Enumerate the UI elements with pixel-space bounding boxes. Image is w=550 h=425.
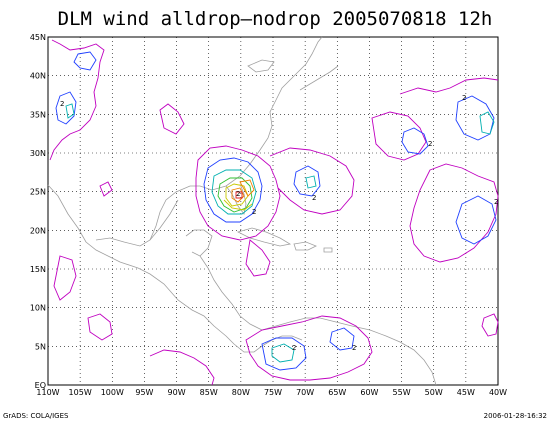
- contour-label: 2: [292, 344, 296, 352]
- latitude-tick-label: 15N: [30, 265, 46, 274]
- longitude-tick-label: 110W: [36, 388, 59, 397]
- contour-blue: [203, 157, 263, 223]
- contour-blue: [455, 195, 497, 245]
- contour-label: 2: [462, 94, 466, 102]
- contour-magenta: [269, 147, 355, 215]
- longitude-tick-label: 75W: [264, 388, 282, 397]
- longitude-tick-label: 70W: [296, 388, 314, 397]
- contour-magenta: [87, 313, 113, 341]
- latitude-tick-label: 30N: [30, 149, 46, 158]
- longitude-tick-label: 85W: [200, 388, 218, 397]
- contour-magenta: [49, 39, 105, 161]
- contour-yellow: [225, 183, 249, 207]
- contour-cyan: [211, 169, 257, 215]
- north-america-coast: [47, 184, 303, 353]
- contour-green: [217, 177, 253, 213]
- longitude-tick-label: 105W: [69, 388, 92, 397]
- longitude-tick-label: 50W: [425, 388, 443, 397]
- contour-red: [235, 191, 243, 199]
- central-america-east: [199, 255, 263, 331]
- longitude-tick-label: 95W: [135, 388, 153, 397]
- south-america-north: [261, 317, 437, 386]
- longitude-tick-label: 80W: [232, 388, 250, 397]
- contour-magenta: [99, 181, 113, 197]
- contour-orange: [239, 179, 255, 197]
- contour-magenta: [399, 77, 499, 95]
- contour-cyan: [65, 103, 75, 119]
- lat-lon-grid: [48, 37, 498, 385]
- contour-magenta: [481, 313, 499, 337]
- coastlines: [47, 36, 437, 386]
- contour-cyan: [305, 175, 317, 189]
- contour-magenta: [245, 315, 373, 381]
- latitude-tick-label: 5N: [35, 342, 46, 351]
- latitude-tick-label: 20N: [30, 226, 46, 235]
- footer-credit: GrADS: COLA/IGES: [3, 412, 69, 420]
- contour-blue: [401, 127, 429, 155]
- contour-cyan: [271, 343, 295, 363]
- contour-magenta: [149, 349, 215, 386]
- contour-label: 2: [252, 208, 256, 216]
- great-lakes: [247, 59, 275, 73]
- nova-scotia: [299, 65, 339, 91]
- latitude-tick-labels: EQ 5N 10N 15N 20N 25N 30N 35N 40N 45N: [30, 33, 46, 390]
- contour-label: 2: [494, 198, 498, 206]
- contour-cyan: [479, 111, 495, 135]
- longitude-tick-label: 55W: [393, 388, 411, 397]
- contour-magenta: [195, 145, 281, 241]
- contour-yellow: [223, 199, 253, 211]
- contour-blue: [55, 91, 77, 125]
- puerto-rico: [323, 247, 333, 253]
- footer-timestamp: 2006-01-28-16:32: [483, 412, 547, 420]
- latitude-tick-label: 25N: [30, 188, 46, 197]
- contour-label: 2: [236, 190, 240, 198]
- yucatan: [185, 229, 213, 257]
- contour-magenta: [53, 255, 77, 301]
- contour-magenta: [245, 239, 271, 277]
- latitude-tick-label: 40N: [30, 72, 46, 81]
- wind-contours: [49, 39, 499, 386]
- contour-orange: [231, 187, 245, 203]
- contour-label: 2: [352, 344, 356, 352]
- contour-magenta: [159, 103, 185, 135]
- longitude-tick-label: 40W: [489, 388, 507, 397]
- latitude-tick-label: 35N: [30, 110, 46, 119]
- contour-magenta: [371, 111, 427, 161]
- longitude-tick-label: 60W: [360, 388, 378, 397]
- contour-blue: [73, 51, 97, 71]
- contour-blue: [293, 165, 321, 197]
- hispaniola: [293, 241, 317, 251]
- longitude-tick-labels: 110W 105W 100W 95W 90W 85W 80W 75W 70W 65W 60W 55W 5…: [36, 388, 507, 397]
- contour-magenta: [409, 163, 499, 263]
- cuba: [236, 227, 292, 247]
- mexico-west-coast: [95, 199, 179, 247]
- longitude-tick-label: 45W: [457, 388, 475, 397]
- contour-label: 2: [428, 140, 432, 148]
- map-title: DLM wind alldrop–nodrop 2005070818 12h: [57, 8, 493, 30]
- contour-label: 2: [312, 194, 316, 202]
- contour-blue: [261, 337, 307, 371]
- contour-blue: [329, 327, 355, 351]
- longitude-tick-label: 65W: [328, 388, 346, 397]
- longitude-tick-label: 100W: [101, 388, 124, 397]
- latitude-tick-label: 45N: [30, 33, 46, 42]
- latitude-tick-label: EQ: [35, 381, 46, 390]
- contour-label: 2: [60, 100, 64, 108]
- latitude-tick-label: 10N: [30, 304, 46, 313]
- gulf-coast: [149, 36, 323, 241]
- longitude-tick-label: 90W: [168, 388, 186, 397]
- contour-value-labels: 2 2 2 2 2 2 2 2 2: [60, 94, 498, 352]
